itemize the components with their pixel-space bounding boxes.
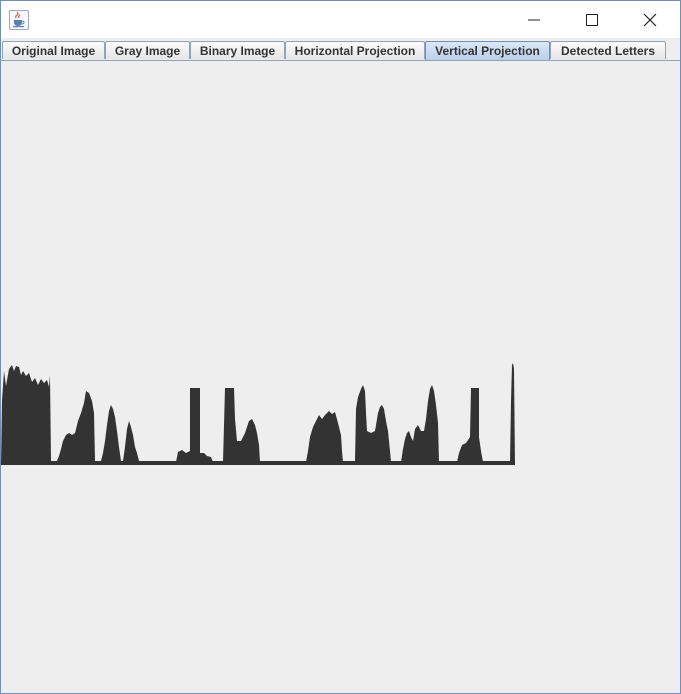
tab-horizontal-projection[interactable]: Horizontal Projection [285, 41, 425, 59]
close-icon [643, 13, 657, 27]
tab-strip: Original Image Gray Image Binary Image H… [1, 38, 680, 61]
tab-gray-image[interactable]: Gray Image [105, 41, 190, 59]
tab-binary-image[interactable]: Binary Image [190, 41, 285, 59]
minimize-icon [528, 14, 540, 26]
tab-content-panel [1, 60, 680, 693]
tab-original-image[interactable]: Original Image [2, 41, 105, 59]
vertical-projection-image [1, 361, 521, 471]
title-bar[interactable] [1, 1, 680, 38]
java-coffee-cup-icon[interactable] [9, 10, 29, 30]
maximize-button[interactable] [563, 1, 621, 38]
tab-detected-letters[interactable]: Detected Letters [550, 41, 666, 59]
tab-vertical-projection[interactable]: Vertical Projection [425, 41, 550, 60]
maximize-icon [586, 13, 598, 26]
minimize-button[interactable] [505, 1, 563, 38]
close-button[interactable] [621, 1, 679, 38]
